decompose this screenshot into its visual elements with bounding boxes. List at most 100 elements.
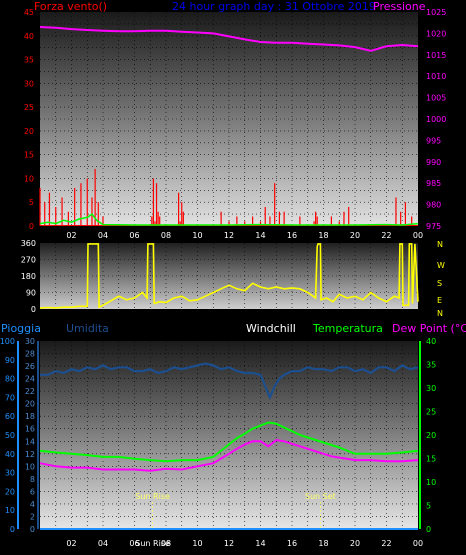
right-temp-tick-label: 5: [426, 502, 431, 511]
rain-tick-label: 40: [5, 450, 15, 459]
rain-tick-label: 30: [5, 469, 15, 478]
umidita-label: Umidita: [66, 322, 109, 335]
x-tick-label: 06: [129, 231, 139, 240]
x-tick-label: 16: [287, 539, 297, 548]
temp-tick-label: 4: [30, 500, 35, 509]
x-tick-label: 14: [255, 231, 265, 240]
left-tick-label: 45: [24, 8, 34, 17]
rain-tick-label: 100: [0, 337, 15, 346]
left-tick-label: 30: [24, 79, 34, 88]
panel3-grid: [40, 341, 418, 529]
temperature-line: [39, 421, 419, 463]
right-tick-label: 985: [426, 179, 441, 188]
dew-point-label: Dew Point (°C): [392, 322, 466, 335]
direction-tick-label: 90: [26, 289, 36, 298]
panel3-ticks: 0102030405060708090100024681012141618202…: [0, 337, 436, 548]
left-tick-label: 40: [24, 32, 34, 41]
x-tick-label: 18: [318, 231, 328, 240]
panel2-series: [39, 243, 419, 309]
pressure-line: [39, 26, 419, 52]
temp-tick-label: 10: [25, 462, 35, 471]
x-tick-label: 06: [129, 539, 139, 548]
x-tick-label: 00: [413, 539, 423, 548]
temp-tick-label: 12: [25, 450, 35, 459]
panel3-series: Sun Rise Sun Set: [39, 362, 419, 530]
compass-letter: N: [437, 309, 443, 318]
wind-pressure-panel: 0510152025303540459759809859909951000100…: [24, 0, 447, 240]
sun-marker-label: Sun Rise: [135, 492, 170, 501]
temperatura-label: Temperatura: [312, 322, 383, 335]
temp-tick-label: 6: [30, 487, 35, 496]
right-tick-label: 1015: [426, 51, 446, 60]
temp-tick-label: 18: [25, 412, 35, 421]
temp-tick-label: 28: [25, 350, 35, 359]
right-tick-label: 995: [426, 136, 441, 145]
x-tick-label: 22: [381, 539, 391, 548]
rain-tick-label: 90: [5, 356, 15, 365]
left-tick-label: 0: [29, 222, 34, 231]
right-tick-label: 1005: [426, 94, 446, 103]
right-tick-label: 990: [426, 158, 441, 167]
x-tick-label: 22: [381, 231, 391, 240]
temp-tick-label: 14: [25, 437, 35, 446]
x-tick-label: 04: [98, 231, 108, 240]
temp-tick-label: 22: [25, 387, 35, 396]
temp-tick-label: 24: [25, 375, 35, 384]
dew-point-line: [39, 438, 419, 472]
panel2-grid: [40, 243, 418, 309]
sun-marker-label: Sun Set: [305, 492, 336, 501]
x-tick-label: 10: [192, 539, 202, 548]
x-tick-label: 18: [318, 539, 328, 548]
right-tick-label: 1025: [426, 8, 446, 17]
temp-tick-label: 30: [25, 337, 35, 346]
x-tick-label: 14: [255, 539, 265, 548]
compass-letter: N: [437, 240, 443, 249]
panel1-series: [39, 26, 419, 226]
right-temp-tick-label: 15: [426, 455, 436, 464]
x-tick-label: 20: [350, 231, 360, 240]
rain-tick-label: 60: [5, 412, 15, 421]
wind-direction-line: [39, 243, 419, 309]
compass-letter: E: [437, 296, 442, 305]
rain-tick-label: 70: [5, 393, 15, 402]
direction-tick-label: 180: [21, 272, 36, 281]
pioggia-label: Pioggia: [1, 322, 41, 335]
left-tick-label: 5: [29, 198, 34, 207]
x-tick-label: 12: [224, 539, 234, 548]
direction-tick-label: 270: [21, 256, 36, 265]
wind-gust-line: [39, 213, 419, 226]
x-tick-label: 02: [66, 231, 76, 240]
right-tick-label: 975: [426, 222, 441, 231]
right-temp-tick-label: 0: [426, 525, 431, 534]
temp-tick-label: 2: [30, 512, 35, 521]
x-tick-label: 02: [66, 539, 76, 548]
x-tick-label: 00: [413, 231, 423, 240]
x-tick-label: 04: [98, 539, 108, 548]
right-tick-label: 1000: [426, 115, 446, 124]
temp-tick-label: 16: [25, 425, 35, 434]
right-tick-label: 1010: [426, 72, 446, 81]
temp-tick-label: 20: [25, 400, 35, 409]
rain-tick-label: 20: [5, 487, 15, 496]
chart-title: 24 hour graph day : 31 Ottobre 2019: [172, 0, 376, 13]
x-tick-label: 10: [192, 231, 202, 240]
x-tick-label: 08: [161, 231, 171, 240]
right-tick-label: 1020: [426, 29, 446, 38]
left-tick-label: 35: [24, 56, 34, 65]
right-temp-tick-label: 30: [426, 384, 436, 393]
temp-tick-label: 8: [30, 475, 35, 484]
x-tick-label: 20: [350, 539, 360, 548]
humidity-line: [40, 362, 419, 401]
temperature-humidity-panel: Sun Rise Sun Set 010203040506070809010002…: [0, 322, 466, 548]
left-tick-label: 25: [24, 103, 34, 112]
temp-tick-label: 0: [30, 525, 35, 534]
right-tick-label: 980: [426, 201, 441, 210]
temp-tick-label: 26: [25, 362, 35, 371]
rain-tick-label: 50: [5, 431, 15, 440]
right-temp-tick-label: 20: [426, 431, 436, 440]
rain-tick-label: 80: [5, 375, 15, 384]
left-tick-label: 10: [24, 174, 34, 183]
